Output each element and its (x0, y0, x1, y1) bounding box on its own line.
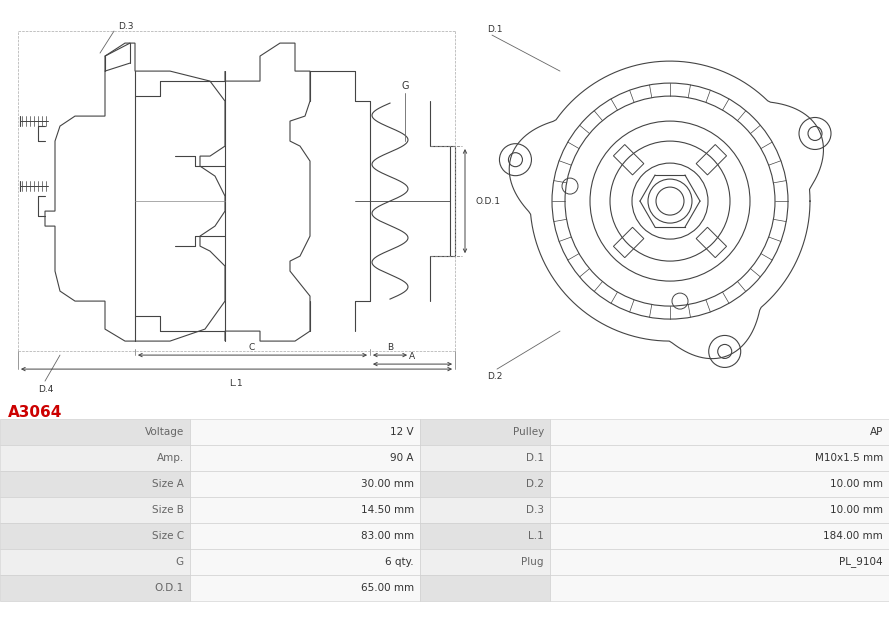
Bar (420, 445, 550, 471)
Bar (550, 419, 889, 445)
Bar (550, 497, 889, 523)
Text: M10x1.5 mm: M10x1.5 mm (814, 453, 883, 463)
Text: Amp.: Amp. (156, 453, 184, 463)
Text: B: B (387, 343, 393, 351)
Bar (0, 549, 190, 575)
Bar (420, 523, 550, 549)
Text: 184.00 mm: 184.00 mm (823, 531, 883, 541)
Text: Voltage: Voltage (145, 427, 184, 437)
Text: 83.00 mm: 83.00 mm (361, 531, 414, 541)
Bar (190, 471, 420, 497)
Text: L.1: L.1 (229, 379, 243, 388)
Bar (190, 523, 420, 549)
Bar (550, 523, 889, 549)
Bar (0, 575, 190, 601)
Text: D.2: D.2 (526, 479, 544, 489)
Text: Size A: Size A (152, 479, 184, 489)
Bar (420, 471, 550, 497)
Text: AP: AP (869, 427, 883, 437)
Text: D.3: D.3 (526, 505, 544, 515)
Text: Plug: Plug (522, 557, 544, 567)
Text: C: C (249, 343, 255, 351)
Text: D.1: D.1 (487, 24, 502, 34)
Text: PL_9104: PL_9104 (839, 556, 883, 568)
Text: D.2: D.2 (487, 371, 502, 381)
Bar (420, 419, 550, 445)
Text: D.3: D.3 (118, 22, 133, 31)
Text: O.D.1: O.D.1 (155, 583, 184, 593)
Bar (550, 445, 889, 471)
Text: Pulley: Pulley (513, 427, 544, 437)
Bar (190, 549, 420, 575)
Bar (190, 445, 420, 471)
Text: D.1: D.1 (526, 453, 544, 463)
Text: 14.50 mm: 14.50 mm (361, 505, 414, 515)
Text: G: G (401, 81, 409, 91)
Text: 10.00 mm: 10.00 mm (830, 505, 883, 515)
Bar (420, 497, 550, 523)
Text: 30.00 mm: 30.00 mm (361, 479, 414, 489)
Text: 65.00 mm: 65.00 mm (361, 583, 414, 593)
Text: D.4: D.4 (38, 384, 53, 394)
Bar (0, 497, 190, 523)
Bar (0, 419, 190, 445)
Text: 6 qty.: 6 qty. (385, 557, 414, 567)
Bar (0, 523, 190, 549)
Text: Size C: Size C (152, 531, 184, 541)
Text: G: G (176, 557, 184, 567)
Bar (190, 497, 420, 523)
Text: Size B: Size B (152, 505, 184, 515)
Text: 12 V: 12 V (390, 427, 414, 437)
Text: 90 A: 90 A (390, 453, 414, 463)
Text: O.D.1: O.D.1 (475, 197, 500, 206)
Text: L.1: L.1 (528, 531, 544, 541)
Text: A: A (409, 351, 415, 361)
Text: A3064: A3064 (8, 405, 62, 420)
Bar (420, 575, 550, 601)
Bar (190, 575, 420, 601)
Bar (190, 419, 420, 445)
Bar (550, 471, 889, 497)
Bar (550, 549, 889, 575)
Text: 10.00 mm: 10.00 mm (830, 479, 883, 489)
Bar (420, 549, 550, 575)
Bar (550, 575, 889, 601)
Bar (0, 445, 190, 471)
Bar (0, 471, 190, 497)
